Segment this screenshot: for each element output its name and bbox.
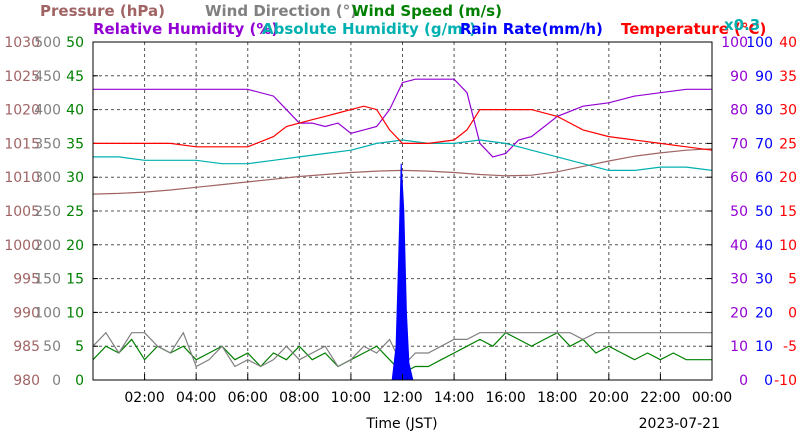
- y-tick-label-pressure: 1010: [4, 170, 40, 186]
- y-tick-label-humidity: 40: [730, 238, 748, 254]
- y-tick-label-rain_rate: 0: [764, 373, 773, 389]
- y-tick-label-wind_direction: 200: [34, 238, 61, 254]
- chart-legend: Pressure (hPa) Wind Direction (°)Wind Spe…: [40, 2, 766, 38]
- legend-entry: Relative Humidity (%): [93, 20, 278, 38]
- y-tick-label-rain_rate: 80: [755, 103, 773, 119]
- y-tick-label-wind_speed: 15: [66, 272, 84, 288]
- x-tick-label: 02:00: [124, 390, 164, 406]
- date-label: 2023-07-21: [639, 416, 720, 432]
- y-tick-label-wind_direction: 250: [34, 204, 61, 220]
- y-tick-label-humidity: 70: [730, 136, 748, 152]
- y-tick-label-pressure: 995: [13, 272, 40, 288]
- series-temperature-c: [93, 105, 713, 151]
- y-tick-label-pressure: 985: [13, 339, 40, 355]
- x-tick-label: 10:00: [331, 390, 371, 406]
- y-tick-label-temperature: 25: [779, 136, 797, 152]
- y-tick-label-rain_rate: 30: [755, 272, 773, 288]
- y-tick-label-pressure: 1025: [4, 69, 40, 85]
- legend-entry: Rain Rate(mm/h): [460, 20, 603, 38]
- y-tick-label-temperature: 35: [779, 69, 797, 85]
- x-tick-label: 00:00: [692, 390, 732, 406]
- y-tick-label-temperature: 40: [779, 35, 797, 51]
- y-tick-label-pressure: 990: [13, 305, 40, 321]
- y-tick-label-wind_speed: 35: [66, 136, 84, 152]
- y-tick-label-wind_speed: 20: [66, 238, 84, 254]
- y-tick-label-rain_rate: 60: [755, 170, 773, 186]
- x-tick-label: 12:00: [382, 390, 422, 406]
- x-tick-label: 16:00: [485, 390, 525, 406]
- y-tick-label-wind_direction: 0: [52, 373, 61, 389]
- y-tick-label-humidity: 60: [730, 170, 748, 186]
- y-tick-label-wind_direction: 300: [34, 170, 61, 186]
- y-axes: 9809859909951000100510101015102010251030…: [4, 35, 797, 389]
- legend-entry: Temperature (°C): [621, 20, 766, 38]
- y-tick-label-wind_speed: 30: [66, 170, 84, 186]
- series-relative-humidity: [93, 78, 712, 158]
- y-tick-label-temperature: 15: [779, 204, 797, 220]
- y-tick-label-temperature: 5: [788, 272, 797, 288]
- y-tick-label-rain_rate: 40: [755, 238, 773, 254]
- x-tick-label: 08:00: [279, 390, 319, 406]
- y-tick-label-wind_speed: 45: [66, 69, 84, 85]
- x-axis-label: Time (JST): [365, 416, 437, 432]
- y-tick-label-rain_rate: 90: [755, 69, 773, 85]
- y-tick-label-wind_speed: 10: [66, 305, 84, 321]
- rain-scale-note: x0.3: [724, 16, 760, 34]
- series-pressure-hpa: [92, 148, 713, 195]
- y-tick-label-temperature: 10: [779, 238, 797, 254]
- y-tick-label-pressure: 980: [13, 373, 40, 389]
- y-tick-label-temperature: 30: [779, 103, 797, 119]
- x-tick-label: 18:00: [537, 390, 577, 406]
- y-tick-label-wind_speed: 25: [66, 204, 84, 220]
- legend-entry: Wind Speed (m/s): [352, 2, 502, 20]
- y-tick-label-pressure: 1020: [4, 103, 40, 119]
- y-tick-label-wind_speed: 40: [66, 103, 84, 119]
- series-absolute-humidity-g-m: [93, 139, 713, 171]
- y-tick-label-wind_speed: 0: [75, 373, 84, 389]
- x-tick-label: 22:00: [640, 390, 680, 406]
- y-tick-label-humidity: 20: [730, 305, 748, 321]
- y-tick-label-wind_direction: 500: [34, 35, 61, 51]
- chart-grid: [93, 42, 712, 380]
- y-tick-label-wind_speed: 5: [75, 339, 84, 355]
- x-tick-label: 06:00: [228, 390, 268, 406]
- legend-entry: Pressure (hPa): [40, 2, 165, 20]
- y-tick-label-wind_direction: 350: [34, 136, 61, 152]
- y-tick-label-humidity: 0: [739, 373, 748, 389]
- y-tick-label-wind_direction: 150: [34, 272, 61, 288]
- y-tick-label-rain_rate: 100: [746, 35, 773, 51]
- y-tick-label-rain_rate: 10: [755, 339, 773, 355]
- y-tick-label-rain_rate: 70: [755, 136, 773, 152]
- x-tick-label: 04:00: [176, 390, 216, 406]
- y-tick-label-humidity: 90: [730, 69, 748, 85]
- y-tick-label-humidity: 80: [730, 103, 748, 119]
- y-tick-label-temperature: -5: [783, 339, 797, 355]
- x-tick-label: 14:00: [434, 390, 474, 406]
- y-tick-label-temperature: 0: [788, 305, 797, 321]
- y-tick-label-wind_direction: 50: [43, 339, 61, 355]
- x-axis: 02:00 04:00 06:00 08:00 10:00 12:00 14:00 16:00…: [124, 374, 732, 406]
- y-tick-label-pressure: 1005: [4, 204, 40, 220]
- y-tick-label-temperature: -10: [774, 373, 797, 389]
- y-tick-label-humidity: 100: [721, 35, 748, 51]
- y-tick-label-pressure: 1000: [4, 238, 40, 254]
- legend-entry: Wind Direction (°): [205, 2, 357, 20]
- y-tick-label-wind_direction: 400: [34, 103, 61, 119]
- y-tick-label-humidity: 10: [730, 339, 748, 355]
- y-tick-label-pressure: 1030: [4, 35, 40, 51]
- series-rain-rate: [93, 163, 712, 381]
- y-tick-label-humidity: 50: [730, 204, 748, 220]
- y-tick-label-rain_rate: 50: [755, 204, 773, 220]
- y-tick-label-rain_rate: 20: [755, 305, 773, 321]
- series-group: [92, 78, 713, 381]
- y-tick-label-wind_direction: 100: [34, 305, 61, 321]
- y-tick-label-pressure: 1015: [4, 136, 40, 152]
- y-tick-label-temperature: 20: [779, 170, 797, 186]
- y-tick-label-wind_direction: 450: [34, 69, 61, 85]
- legend-entry: Absolute Humidity (g/m³): [262, 20, 476, 38]
- x-tick-label: 20:00: [589, 390, 629, 406]
- y-tick-label-wind_speed: 50: [66, 35, 84, 51]
- y-tick-label-humidity: 30: [730, 272, 748, 288]
